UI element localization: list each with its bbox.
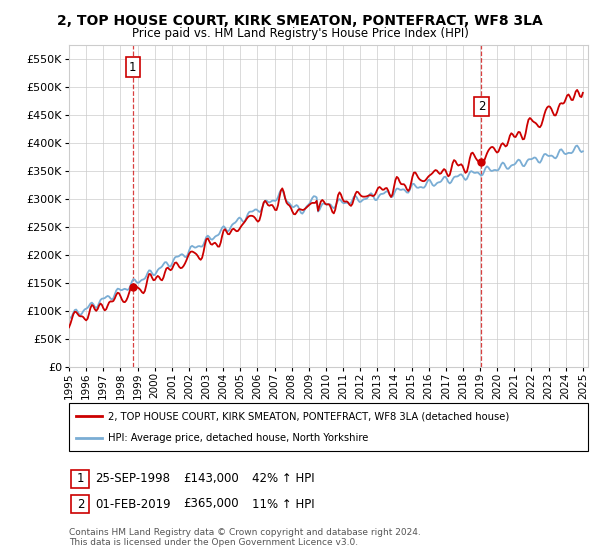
Text: 01-FEB-2019: 01-FEB-2019 bbox=[95, 497, 170, 511]
Text: £143,000: £143,000 bbox=[183, 472, 239, 486]
Text: 25-SEP-1998: 25-SEP-1998 bbox=[95, 472, 170, 486]
Text: 2: 2 bbox=[77, 497, 84, 511]
Text: 11% ↑ HPI: 11% ↑ HPI bbox=[252, 497, 314, 511]
Text: £365,000: £365,000 bbox=[183, 497, 239, 511]
Text: Contains HM Land Registry data © Crown copyright and database right 2024.
This d: Contains HM Land Registry data © Crown c… bbox=[69, 528, 421, 547]
Text: HPI: Average price, detached house, North Yorkshire: HPI: Average price, detached house, Nort… bbox=[108, 433, 368, 443]
Text: 2, TOP HOUSE COURT, KIRK SMEATON, PONTEFRACT, WF8 3LA: 2, TOP HOUSE COURT, KIRK SMEATON, PONTEF… bbox=[57, 14, 543, 28]
Text: 42% ↑ HPI: 42% ↑ HPI bbox=[252, 472, 314, 486]
Text: 1: 1 bbox=[129, 60, 137, 74]
Text: 2, TOP HOUSE COURT, KIRK SMEATON, PONTEFRACT, WF8 3LA (detached house): 2, TOP HOUSE COURT, KIRK SMEATON, PONTEF… bbox=[108, 411, 509, 421]
Text: 2: 2 bbox=[478, 100, 485, 113]
Text: 1: 1 bbox=[77, 472, 84, 486]
Text: Price paid vs. HM Land Registry's House Price Index (HPI): Price paid vs. HM Land Registry's House … bbox=[131, 27, 469, 40]
